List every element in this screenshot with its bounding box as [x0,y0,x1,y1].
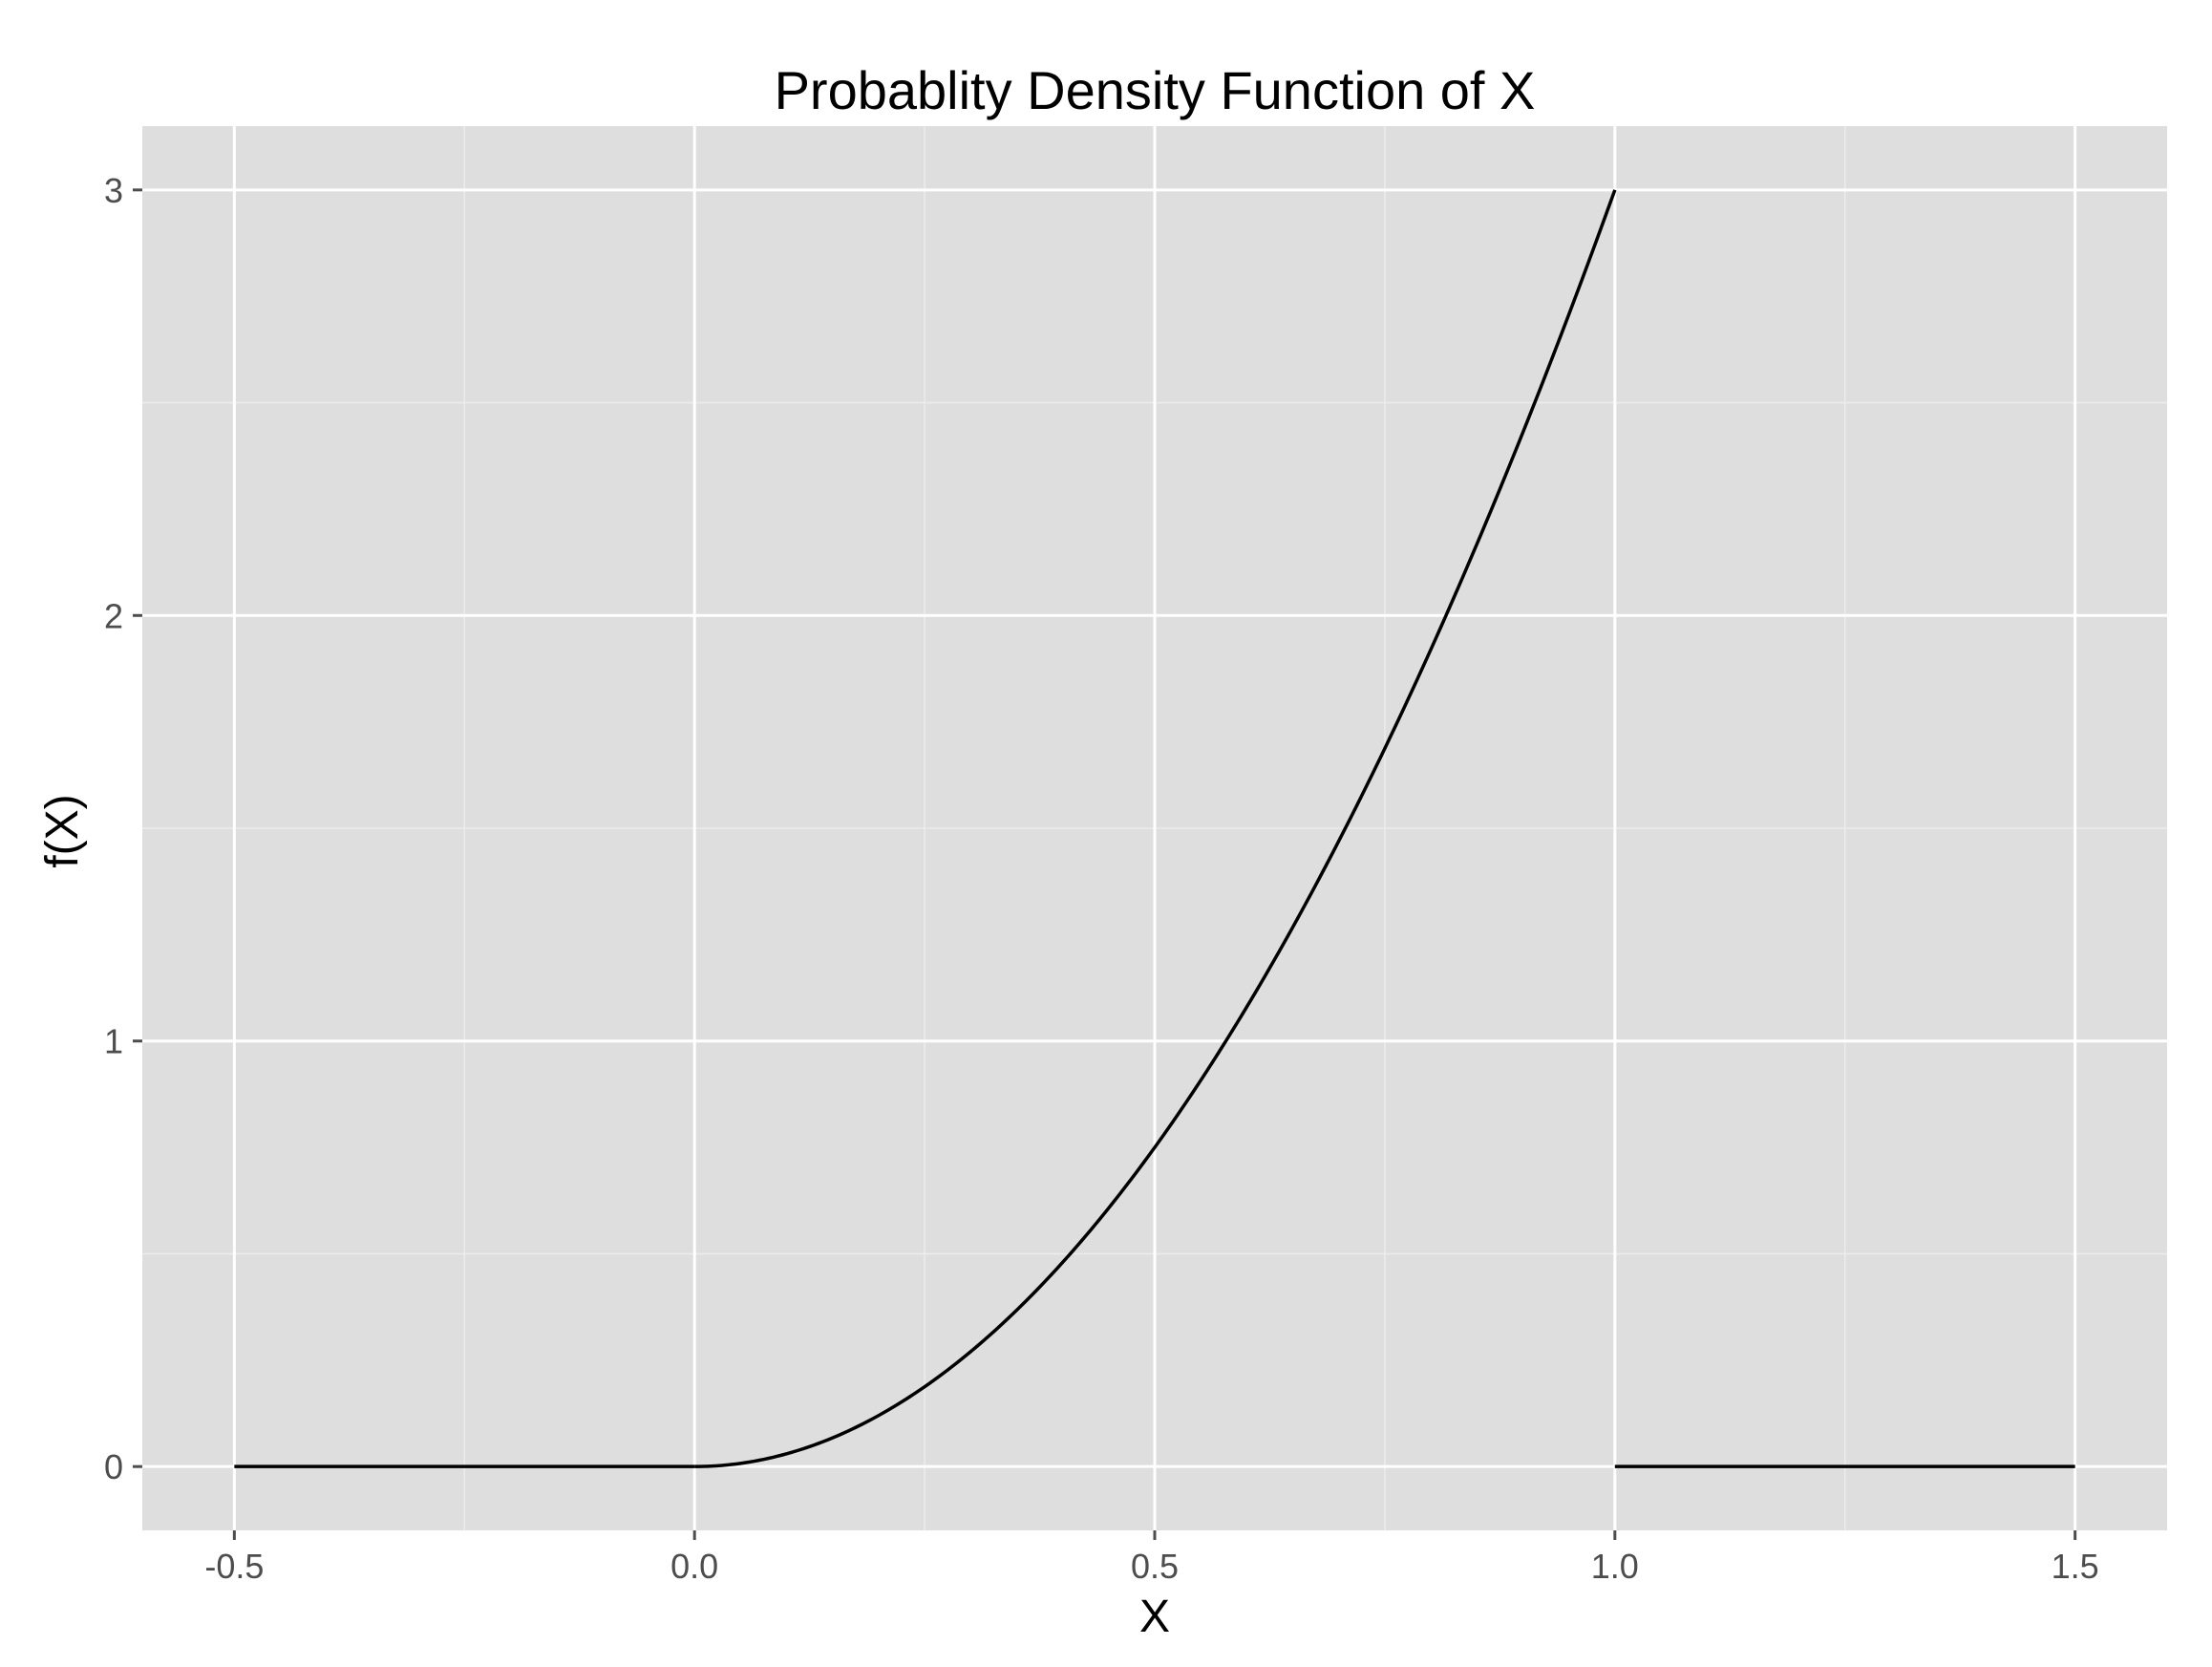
x-tick-label: 1.0 [1591,1547,1639,1586]
x-tick-label: 1.5 [2052,1547,2099,1586]
y-tick-label: 2 [104,596,123,635]
chart-title: Probablity Density Function of X [775,60,1536,120]
x-axis-title: X [1139,1592,1170,1642]
x-tick-label: 0.0 [670,1547,718,1586]
y-tick-label: 0 [104,1447,123,1486]
y-tick-label: 3 [104,171,123,210]
series-line-curve [694,189,1617,1468]
y-axis-title: f(X) [37,794,88,867]
x-tick-label: -0.5 [204,1547,264,1586]
y-tick-label: 1 [104,1022,123,1061]
x-tick-label: 0.5 [1131,1547,1179,1586]
plot-area: -0.5 0.0 0.5 1.0 1.5 0 1 2 3 [104,126,2167,1586]
